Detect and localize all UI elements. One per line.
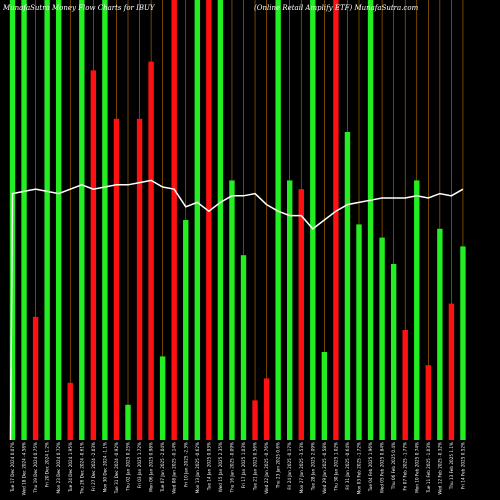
bar-mon-30-dec-2024 [102, 0, 108, 440]
x-tick-label: Wed 15 Jan 2025 2.35% [218, 442, 223, 492]
bar-thu-02-jan-2025 [125, 404, 131, 440]
chart-title-left: MunafaSutra Money Flow Charts for IBUY [2, 4, 156, 12]
x-tick-label: Tue 17 Dec 2024 0.07% [10, 442, 15, 493]
x-tick-label: Tue 28 Jan 2025 2.09% [310, 442, 315, 491]
x-tick-label: Wed 12 Feb 2025 -0.32% [437, 442, 442, 495]
bar-fri-27-dec-2024 [90, 70, 97, 441]
bar-mon-03-feb-2025 [356, 224, 362, 440]
x-tick-label: Thu 26 Dec 2024 -0.61% [79, 442, 84, 495]
bar-tue-04-feb-2025 [367, 0, 374, 440]
bar-thu-06-feb-2025 [390, 264, 397, 440]
bar-thu-19-dec-2024 [32, 316, 39, 440]
x-tick-label: Thu 06 Feb 2025 0.4% [391, 442, 396, 490]
x-tick-label: Thu 19 Dec 2024 0.75% [33, 442, 38, 494]
bar-fri-14-feb-2025 [460, 246, 466, 440]
x-tick-label: Wed 18 Dec 2024 -4.58% [22, 442, 27, 495]
chart-title-right: (Online Retail Amplify ETF) MunafaSutra.… [254, 4, 419, 12]
x-tick-label: Tue 07 Jan 2025 -2.04% [160, 442, 165, 493]
bar-mon-23-dec-2024 [56, 0, 62, 440]
x-tick-label: Fri 10 Jan 2025 -2.3% [183, 442, 188, 487]
x-tick-label: Tue 21 Jan 2025 0.56% [253, 442, 258, 491]
bar-mon-27-jan-2025 [298, 189, 304, 440]
x-tick-label: Thu 02 Jan 2025 0.25% [126, 442, 131, 492]
x-tick-label: Mon 03 Feb 2025 -1.72% [357, 442, 362, 494]
bar-tue-24-dec-2024 [67, 382, 73, 440]
x-tick-label: Fri 07 Feb 2025 -1.77% [403, 442, 408, 491]
bar-wed-29-jan-2025 [321, 352, 328, 440]
x-tick-label: Tue 14 Jan 2025 0.93% [206, 442, 211, 491]
x-tick-label: Fri 03 Jan 2025 1.72% [137, 442, 142, 488]
x-tick-label: Fri 14 Feb 2025 0.52% [460, 442, 465, 489]
x-tick-label: Wed 08 Jan 2025 -0.14% [172, 442, 177, 494]
bar-tue-14-jan-2025 [206, 0, 212, 440]
x-tick-label: Mon 30 Dec 2024 -1.1% [102, 442, 107, 492]
money-flow-line [9, 179, 464, 441]
bar-wed-18-dec-2024 [21, 0, 27, 440]
bar-thu-30-jan-2025 [333, 0, 339, 440]
bar-mon-06-jan-2025 [148, 61, 154, 440]
x-tick-label: Mon 27 Jan 2025 -3.53% [299, 442, 304, 493]
x-tick-label: Wed 05 Feb 2025 0.84% [380, 442, 385, 493]
bar-mon-10-feb-2025 [414, 180, 420, 440]
bar-tue-21-jan-2025 [252, 400, 258, 440]
bar-thu-13-feb-2025 [448, 303, 455, 440]
x-tick-label: Thu 16 Jan 2025 -0.09% [229, 442, 234, 493]
bar-fri-03-jan-2025 [136, 118, 143, 441]
x-tick-label: Tue 04 Feb 2025 1.96% [368, 442, 373, 492]
bar-wed-12-feb-2025 [437, 228, 443, 440]
x-tick-label: Fri 17 Jan 2025 1.03% [241, 442, 246, 488]
bar-wed-05-feb-2025 [379, 237, 385, 440]
x-tick-label: Fri 24 Jan 2025 -0.17% [287, 442, 292, 490]
x-tick-label: Mon 23 Dec 2024 0.72% [56, 442, 61, 494]
x-tick-label: Fri 20 Dec 2024 1.2% [45, 442, 50, 487]
bar-fri-24-jan-2025 [287, 180, 293, 440]
bar-tue-11-feb-2025 [425, 365, 431, 440]
x-tick-label: Fri 31 Jan 2025 -0.64% [345, 442, 350, 490]
bar-thu-16-jan-2025 [229, 180, 235, 440]
bar-fri-10-jan-2025 [183, 220, 189, 440]
bar-tue-28-jan-2025 [310, 0, 316, 440]
x-tick-labels: Tue 17 Dec 2024 0.07% Wed 18 Dec 2024 -4.… [10, 442, 465, 495]
bar-fri-20-dec-2024 [44, 0, 50, 440]
x-tick-label: Tue 11 Feb 2025 -1.03% [426, 442, 431, 494]
x-tick-label: Fri 27 Dec 2024 -2.03% [91, 442, 96, 491]
x-tick-label: Thu 23 Jan 2025 0.6% [276, 442, 281, 489]
bar-fri-17-jan-2025 [240, 255, 247, 440]
bar-mon-13-jan-2025 [194, 0, 200, 440]
x-tick-label: Wed 22 Jan 2025 -0.76% [264, 442, 269, 494]
bar-tue-07-jan-2025 [159, 356, 166, 440]
bar-tue-31-dec-2024 [113, 118, 120, 441]
x-tick-label: Thu 13 Feb 2025 1.1% [449, 442, 454, 490]
bar-wed-22-jan-2025 [263, 378, 270, 440]
bar-wed-08-jan-2025 [171, 0, 177, 440]
bar-thu-26-dec-2024 [79, 0, 85, 440]
bar-fri-31-jan-2025 [344, 132, 351, 440]
bar-wed-15-jan-2025 [217, 0, 224, 440]
x-tick-label: Mon 06 Jan 2025 0.98% [149, 442, 154, 492]
x-tick-label: Tue 31 Dec 2024 -0.92% [114, 442, 119, 494]
x-tick-label: Wed 29 Jan 2025 -0.58% [322, 442, 327, 494]
x-tick-label: Tue 24 Dec 2024 1.95% [68, 442, 73, 493]
bar-thu-23-jan-2025 [275, 0, 281, 440]
x-tick-label: Mon 10 Feb 2025 0.74% [414, 442, 419, 493]
bar-fri-07-feb-2025 [402, 330, 408, 440]
x-tick-label: Thu 30 Jan 2025 1.02% [333, 442, 338, 492]
x-tick-label: Mon 13 Jan 2025 -0.62% [195, 442, 200, 493]
